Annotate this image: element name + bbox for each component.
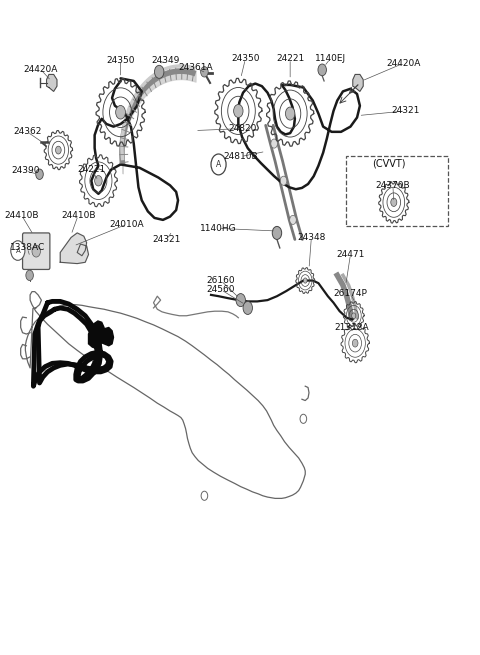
Circle shape <box>201 67 208 77</box>
Text: 24221: 24221 <box>276 54 304 64</box>
Circle shape <box>234 104 243 117</box>
Text: 26174P: 26174P <box>334 289 367 298</box>
Circle shape <box>116 105 125 119</box>
Circle shape <box>290 215 296 225</box>
Polygon shape <box>353 75 363 92</box>
Circle shape <box>318 64 326 76</box>
Text: (CVVT): (CVVT) <box>372 158 406 168</box>
Circle shape <box>36 169 43 179</box>
Text: 24410B: 24410B <box>4 211 39 220</box>
Polygon shape <box>47 75 57 92</box>
Circle shape <box>391 198 397 206</box>
Circle shape <box>303 278 307 283</box>
Text: 1140EJ: 1140EJ <box>315 54 346 64</box>
Text: 24810B: 24810B <box>223 152 258 161</box>
Text: 24361A: 24361A <box>179 64 213 73</box>
Text: 21312A: 21312A <box>334 323 369 332</box>
Text: A: A <box>216 160 221 169</box>
Circle shape <box>26 270 34 280</box>
Text: 24420A: 24420A <box>23 65 58 74</box>
Text: 24420A: 24420A <box>386 59 420 68</box>
Text: 24321: 24321 <box>391 107 420 115</box>
Circle shape <box>271 139 277 148</box>
Circle shape <box>280 176 287 185</box>
Text: 26160: 26160 <box>206 276 235 285</box>
Circle shape <box>243 301 252 314</box>
Text: 24349: 24349 <box>151 56 180 65</box>
Text: 24348: 24348 <box>297 233 325 242</box>
Text: 24471: 24471 <box>336 250 365 259</box>
Circle shape <box>352 339 358 347</box>
Circle shape <box>211 154 226 175</box>
Text: 1338AC: 1338AC <box>10 244 45 252</box>
Circle shape <box>352 313 356 318</box>
Text: 24350: 24350 <box>231 54 260 64</box>
Text: 24221: 24221 <box>77 165 106 174</box>
Circle shape <box>32 246 40 257</box>
Circle shape <box>95 176 102 186</box>
Polygon shape <box>60 233 88 263</box>
Text: A: A <box>15 248 20 253</box>
Text: 24410B: 24410B <box>61 211 96 220</box>
Circle shape <box>155 66 164 79</box>
Text: 24010A: 24010A <box>109 220 144 229</box>
FancyBboxPatch shape <box>23 233 50 269</box>
Text: 24321: 24321 <box>153 235 181 244</box>
Text: 24362: 24362 <box>13 127 41 136</box>
Circle shape <box>11 241 25 260</box>
Text: 24350: 24350 <box>106 56 135 65</box>
Text: 1140HG: 1140HG <box>200 224 237 233</box>
Circle shape <box>56 146 61 154</box>
Text: 24370B: 24370B <box>375 181 410 190</box>
Circle shape <box>272 227 282 240</box>
Text: 24560: 24560 <box>207 285 235 294</box>
Text: 24390: 24390 <box>11 166 40 176</box>
Polygon shape <box>88 321 104 348</box>
Polygon shape <box>99 328 113 346</box>
Text: 24820: 24820 <box>228 124 256 133</box>
Circle shape <box>236 293 245 307</box>
Circle shape <box>286 107 295 120</box>
